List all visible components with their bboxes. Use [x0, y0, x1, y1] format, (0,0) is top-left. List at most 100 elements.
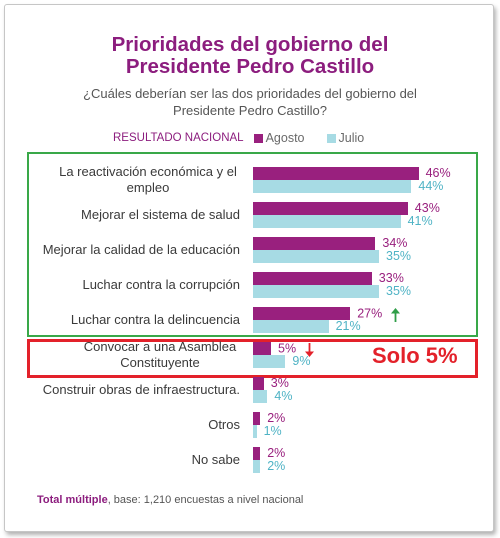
value-number: 34	[382, 236, 397, 250]
category-label: Luchar contra la corrupción	[82, 277, 240, 292]
value-label-julio: 4%	[274, 390, 292, 403]
value-number: 2	[267, 459, 275, 473]
value-label-julio: 35%	[386, 250, 411, 263]
footnote: Total múltiple, base: 1,210 encuestas a …	[37, 493, 303, 507]
bar-agosto	[253, 412, 261, 425]
bar-julio	[253, 390, 268, 403]
card-frame	[4, 4, 494, 532]
bar-julio	[253, 460, 261, 473]
value-suffix: %	[349, 319, 361, 333]
value-number: 41	[407, 214, 422, 228]
callout-label: Solo 5%	[372, 343, 458, 368]
value-label-julio: 1%	[264, 425, 282, 438]
value-label-agosto: 34%	[382, 237, 407, 250]
value-label-agosto: 33%	[379, 272, 404, 285]
bar-agosto	[253, 307, 351, 320]
value-number: 27	[357, 306, 372, 321]
value-suffix: %	[421, 214, 433, 228]
value-number: 4	[274, 389, 282, 403]
value-number: 2	[267, 411, 275, 425]
highlight-box-green	[27, 152, 478, 337]
bar-julio	[253, 250, 379, 263]
category-label-wrap: Luchar contra la delincuencia	[71, 312, 240, 328]
footnote-bold: Total múltiple	[37, 494, 108, 506]
category-label-wrap: La reactivación económica y el empleo	[56, 164, 240, 196]
category-label-wrap: Luchar contra la corrupción	[82, 277, 240, 293]
chart-subtitle: ¿Cuáles deberían ser las dos prioridades…	[83, 86, 417, 118]
bar-julio	[253, 285, 379, 298]
value-number: 35	[386, 249, 400, 263]
category-label: Convocar a una Asamblea Constituyente	[83, 339, 237, 370]
value-label-agosto: 27%	[357, 306, 401, 322]
bar-agosto	[253, 447, 261, 460]
value-suffix: %	[396, 236, 408, 250]
bar-agosto	[253, 202, 408, 215]
category-label: Otros	[208, 417, 240, 432]
value-number: 43	[414, 201, 429, 215]
category-label: Mejorar el sistema de salud	[81, 207, 240, 222]
value-suffix: %	[270, 424, 282, 438]
value-number: 33	[378, 271, 393, 285]
value-label-agosto: 2%	[267, 412, 285, 425]
footnote-text: , base: 1,210 encuestas a nivel nacional	[107, 494, 304, 506]
value-number: 44	[418, 179, 433, 193]
value-label-julio: 21%	[336, 320, 361, 333]
legend-swatch-agosto	[253, 133, 263, 143]
value-number: 9	[292, 354, 300, 368]
legend-label-agosto: Agosto	[265, 131, 305, 145]
highlight-box-red	[27, 339, 478, 378]
arrow-up-icon	[391, 308, 401, 322]
value-suffix: %	[428, 201, 440, 215]
legend-title: RESULTADO NACIONAL	[113, 132, 244, 144]
bar-agosto	[253, 342, 271, 355]
value-suffix: %	[274, 446, 286, 460]
value-suffix: %	[281, 389, 293, 403]
category-label-wrap: Convocar a una Asamblea Constituyente	[80, 339, 240, 371]
category-label-wrap: Construir obras de infraestructura.	[43, 382, 240, 398]
bar-agosto	[253, 167, 419, 180]
category-label: La reactivación económica y el empleo	[59, 164, 237, 195]
value-suffix: %	[432, 179, 444, 193]
category-label-wrap: Otros	[208, 417, 240, 433]
value-suffix: %	[399, 249, 412, 263]
category-label: No sabe	[191, 452, 240, 467]
category-label: Construir obras de infraestructura.	[42, 382, 240, 397]
value-suffix: %	[274, 459, 286, 473]
value-label-julio: 35%	[386, 285, 411, 298]
value-suffix: %	[274, 411, 286, 425]
value-label-agosto: 46%	[426, 167, 451, 180]
legend: RESULTADO NACIONAL Agosto Julio	[113, 130, 364, 146]
bar-julio	[253, 425, 257, 438]
legend-swatch-julio	[326, 133, 336, 143]
legend-label-julio: Julio	[338, 131, 365, 145]
value-label-julio: 41%	[408, 215, 433, 228]
category-label-wrap: Mejorar el sistema de salud	[81, 207, 240, 223]
value-number: 2	[267, 446, 275, 460]
category-label: Mejorar la calidad de la educación	[42, 242, 240, 257]
bar-agosto	[253, 237, 376, 250]
bar-julio	[253, 320, 329, 333]
bar-agosto	[253, 272, 372, 285]
value-suffix: %	[284, 341, 297, 356]
bar-julio	[253, 180, 412, 193]
category-label-wrap: No sabe	[192, 452, 240, 468]
value-number: 1	[263, 424, 271, 438]
value-suffix: %	[399, 284, 412, 298]
value-label-julio: 2%	[267, 460, 285, 473]
value-number: 21	[335, 319, 350, 333]
arrow-down-icon	[305, 343, 315, 357]
value-label-julio: 44%	[418, 180, 443, 193]
category-label: Luchar contra la delincuencia	[70, 312, 240, 327]
value-suffix: %	[439, 166, 451, 180]
chart-title: Prioridades del gobierno del Presidente …	[111, 33, 389, 78]
value-number: 46	[425, 166, 440, 180]
value-number: 35	[386, 284, 400, 298]
value-suffix: %	[392, 271, 404, 285]
value-suffix: %	[371, 306, 383, 321]
bar-agosto	[253, 377, 264, 390]
value-label-julio: 9%	[292, 355, 310, 368]
value-number: 3	[270, 376, 278, 390]
value-label-agosto: 5%	[278, 341, 315, 357]
value-number: 5	[278, 341, 285, 356]
